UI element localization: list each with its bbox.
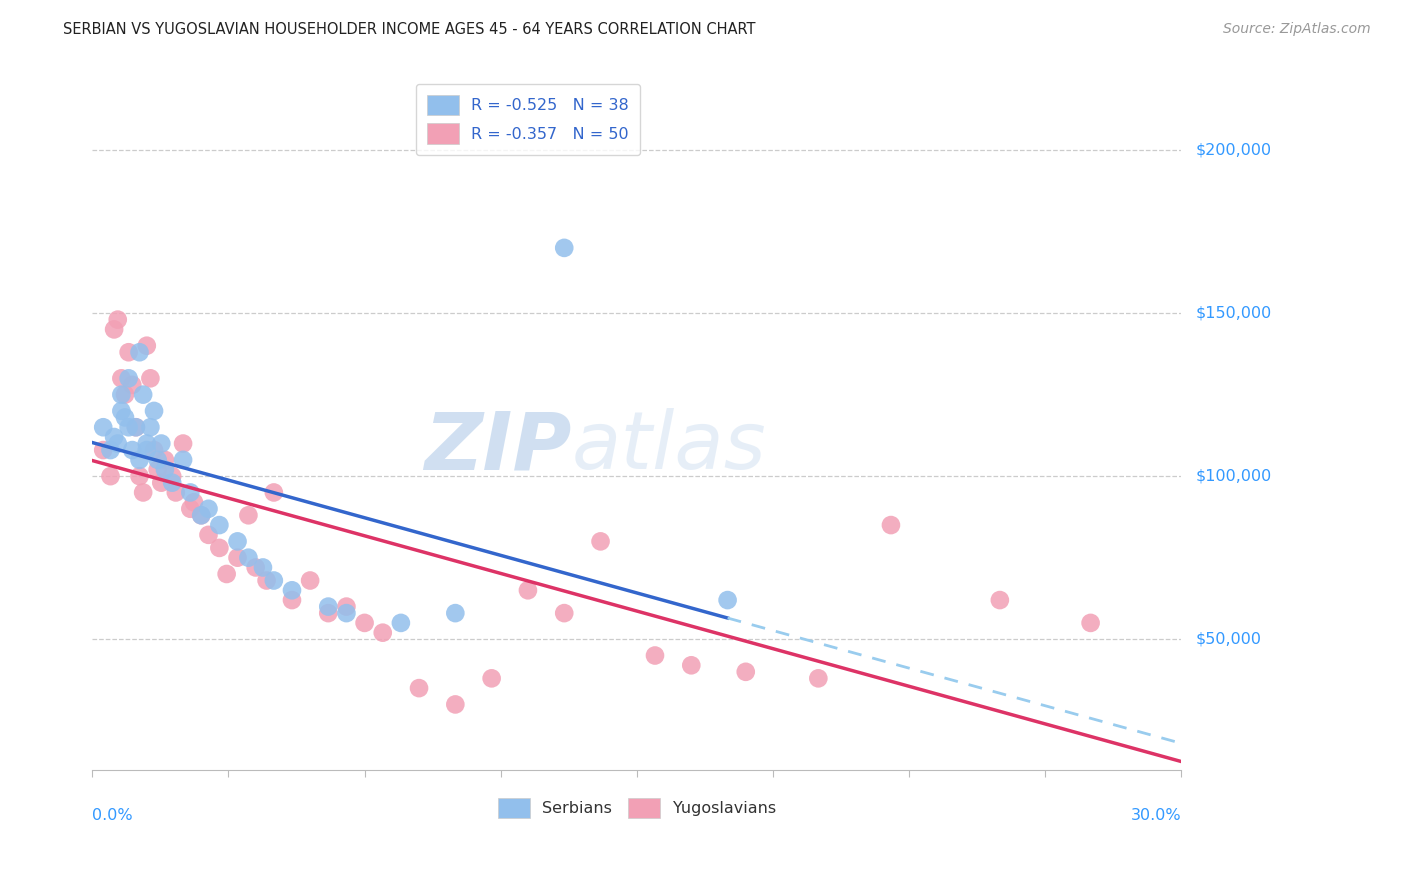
Point bbox=[444, 698, 467, 712]
Point bbox=[644, 648, 666, 663]
Point bbox=[110, 371, 132, 385]
Point bbox=[121, 377, 143, 392]
Point bbox=[143, 404, 166, 418]
Point bbox=[215, 566, 238, 581]
Point bbox=[128, 469, 150, 483]
Point bbox=[208, 541, 231, 555]
Legend: Serbians, Yugoslavians: Serbians, Yugoslavians bbox=[491, 791, 782, 825]
Point bbox=[245, 560, 267, 574]
Point bbox=[146, 453, 169, 467]
Point bbox=[172, 453, 194, 467]
Point bbox=[256, 574, 278, 588]
Point bbox=[553, 606, 575, 620]
Point bbox=[114, 410, 136, 425]
Point bbox=[263, 485, 285, 500]
Point bbox=[132, 485, 155, 500]
Point bbox=[107, 312, 129, 326]
Point bbox=[197, 528, 219, 542]
Point bbox=[408, 681, 430, 695]
Point bbox=[125, 420, 148, 434]
Point bbox=[299, 574, 322, 588]
Point bbox=[589, 534, 612, 549]
Text: 0.0%: 0.0% bbox=[93, 808, 134, 823]
Point bbox=[121, 443, 143, 458]
Point bbox=[238, 550, 260, 565]
Point bbox=[1080, 615, 1102, 630]
Text: $50,000: $50,000 bbox=[1195, 632, 1261, 647]
Point bbox=[117, 371, 139, 385]
Point bbox=[150, 475, 173, 490]
Point bbox=[146, 462, 169, 476]
Text: 30.0%: 30.0% bbox=[1130, 808, 1181, 823]
Text: $200,000: $200,000 bbox=[1195, 143, 1271, 158]
Point bbox=[316, 599, 339, 614]
Point bbox=[252, 560, 274, 574]
Point bbox=[139, 420, 162, 434]
Point bbox=[238, 508, 260, 523]
Point bbox=[125, 420, 148, 434]
Point bbox=[371, 625, 394, 640]
Point bbox=[107, 436, 129, 450]
Point bbox=[316, 606, 339, 620]
Point bbox=[281, 583, 304, 598]
Text: SERBIAN VS YUGOSLAVIAN HOUSEHOLDER INCOME AGES 45 - 64 YEARS CORRELATION CHART: SERBIAN VS YUGOSLAVIAN HOUSEHOLDER INCOM… bbox=[63, 22, 756, 37]
Point bbox=[103, 430, 125, 444]
Point bbox=[117, 345, 139, 359]
Point bbox=[114, 387, 136, 401]
Point bbox=[880, 518, 903, 533]
Point bbox=[103, 322, 125, 336]
Text: ZIP: ZIP bbox=[425, 409, 571, 486]
Point bbox=[139, 371, 162, 385]
Point bbox=[716, 593, 738, 607]
Point bbox=[110, 404, 132, 418]
Point bbox=[335, 606, 357, 620]
Point bbox=[281, 593, 304, 607]
Point bbox=[516, 583, 538, 598]
Point bbox=[190, 508, 212, 523]
Point bbox=[165, 485, 187, 500]
Point bbox=[153, 453, 176, 467]
Point bbox=[128, 345, 150, 359]
Point bbox=[110, 387, 132, 401]
Point bbox=[208, 518, 231, 533]
Point bbox=[335, 599, 357, 614]
Point bbox=[160, 475, 183, 490]
Point bbox=[190, 508, 212, 523]
Point bbox=[353, 615, 375, 630]
Point bbox=[132, 387, 155, 401]
Point bbox=[226, 534, 249, 549]
Point bbox=[135, 339, 157, 353]
Point bbox=[681, 658, 703, 673]
Point bbox=[988, 593, 1011, 607]
Text: Source: ZipAtlas.com: Source: ZipAtlas.com bbox=[1223, 22, 1371, 37]
Point bbox=[553, 241, 575, 255]
Point bbox=[807, 671, 830, 685]
Point bbox=[179, 485, 201, 500]
Point bbox=[183, 495, 205, 509]
Text: atlas: atlas bbox=[571, 409, 766, 486]
Point bbox=[389, 615, 412, 630]
Point bbox=[197, 501, 219, 516]
Text: $100,000: $100,000 bbox=[1195, 468, 1271, 483]
Point bbox=[160, 469, 183, 483]
Text: $150,000: $150,000 bbox=[1195, 306, 1271, 320]
Point bbox=[128, 453, 150, 467]
Point bbox=[135, 436, 157, 450]
Point bbox=[481, 671, 503, 685]
Point bbox=[734, 665, 756, 679]
Point bbox=[117, 420, 139, 434]
Point bbox=[91, 420, 114, 434]
Point bbox=[226, 550, 249, 565]
Point bbox=[444, 606, 467, 620]
Point bbox=[153, 462, 176, 476]
Point bbox=[143, 443, 166, 458]
Point bbox=[150, 436, 173, 450]
Point bbox=[135, 443, 157, 458]
Point bbox=[263, 574, 285, 588]
Point bbox=[100, 469, 122, 483]
Point bbox=[179, 501, 201, 516]
Point bbox=[100, 443, 122, 458]
Point bbox=[172, 436, 194, 450]
Point bbox=[91, 443, 114, 458]
